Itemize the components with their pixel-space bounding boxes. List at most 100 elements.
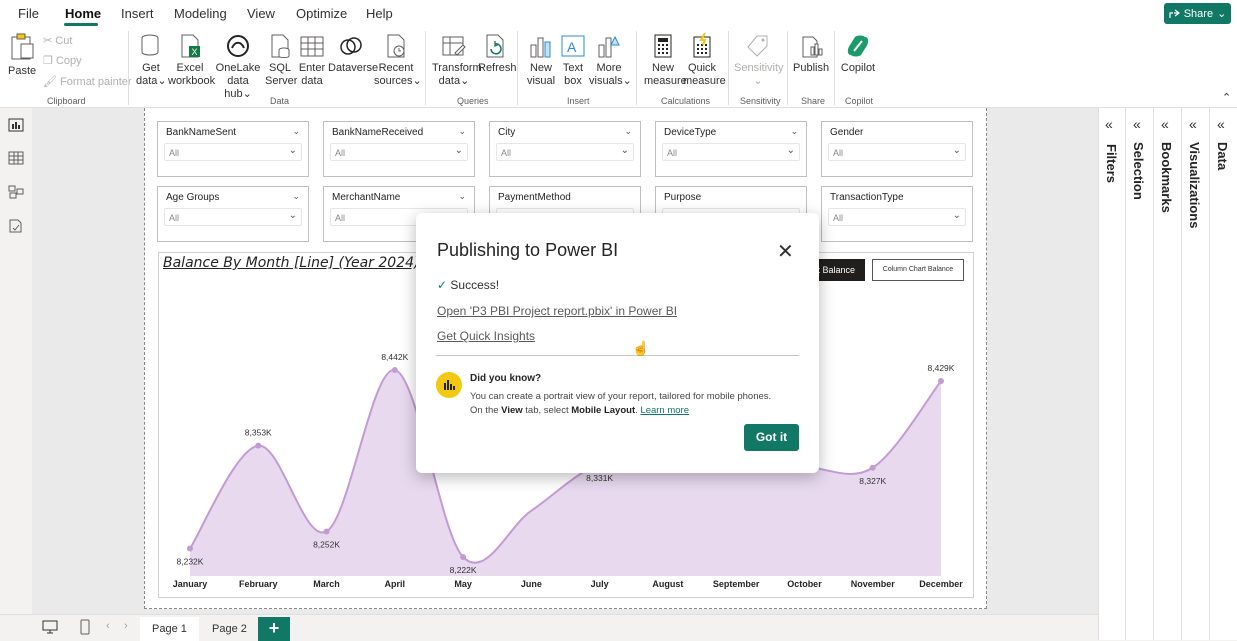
page-tab-2[interactable]: Page 2 bbox=[212, 623, 247, 635]
prev-page-icon[interactable]: ‹ bbox=[106, 620, 110, 632]
data-point[interactable] bbox=[255, 442, 262, 449]
chevron-down-icon[interactable]: ⌄ bbox=[458, 191, 466, 201]
chevron-down-icon[interactable]: ⌄ bbox=[292, 126, 300, 136]
excel-workbook-button[interactable]: X Excel workbook bbox=[168, 33, 216, 88]
learn-more-link[interactable]: Learn more bbox=[640, 405, 689, 416]
report-view-icon[interactable] bbox=[8, 118, 24, 132]
add-page-button[interactable]: + bbox=[258, 617, 290, 641]
data-point[interactable] bbox=[187, 545, 193, 552]
refresh-button[interactable]: Refresh bbox=[478, 33, 517, 75]
recent-sources-button[interactable]: Recent sources⌄ bbox=[374, 33, 422, 88]
quick-measure-button[interactable]: Quick measure bbox=[683, 32, 726, 88]
new-measure-button[interactable]: New measure bbox=[644, 33, 687, 88]
tab-file[interactable]: File bbox=[18, 6, 39, 21]
tab-insert[interactable]: Insert bbox=[121, 6, 154, 21]
onelake-data-hub-button[interactable]: OneLake data hub⌄ bbox=[214, 33, 262, 101]
slicer-dropdown[interactable]: All ⌄ bbox=[828, 208, 966, 226]
transform-data-button[interactable]: Transform data⌄ bbox=[432, 33, 482, 88]
tab-modeling[interactable]: Modeling bbox=[174, 6, 227, 21]
model-view-icon[interactable] bbox=[8, 185, 24, 199]
tab-help[interactable]: Help bbox=[366, 6, 393, 21]
slicer-dropdown[interactable]: All ⌄ bbox=[828, 143, 966, 161]
slicer-dropdown[interactable]: All ⌄ bbox=[496, 143, 634, 161]
x-tick-label: July bbox=[591, 579, 609, 589]
expand-visualizations-icon[interactable]: « bbox=[1189, 116, 1197, 132]
column-chart-balance-button[interactable]: Column Chart Balance bbox=[872, 259, 964, 281]
slicer-dropdown[interactable]: All ⌄ bbox=[164, 143, 302, 161]
line-chart-balance-button[interactable]: t Balance bbox=[805, 259, 865, 281]
enter-data-button[interactable]: Enter data bbox=[298, 33, 326, 88]
did-you-know-title: Did you know? bbox=[470, 373, 542, 384]
bookmarks-label[interactable]: Bookmarks bbox=[1159, 142, 1174, 213]
data-point[interactable] bbox=[323, 528, 330, 535]
format-painter-button[interactable]: 🖌 Format painter bbox=[43, 75, 132, 88]
data-point[interactable] bbox=[391, 367, 398, 373]
desktop-layout-icon[interactable] bbox=[42, 620, 58, 639]
chevron-down-icon[interactable]: ⌄ bbox=[292, 191, 300, 201]
table-view-icon[interactable] bbox=[8, 151, 24, 165]
slicer-title: BankNameReceived bbox=[332, 127, 424, 138]
dataverse-button[interactable]: Dataverse bbox=[328, 33, 378, 75]
text-box-button[interactable]: A Text box bbox=[560, 33, 586, 88]
copilot-button[interactable]: Copilot bbox=[840, 33, 876, 75]
visualizations-pane[interactable]: « Visualizations bbox=[1182, 108, 1210, 640]
slicer-banknamereceived[interactable]: BankNameReceived ⌄ All ⌄ bbox=[323, 121, 475, 177]
dax-query-view-icon[interactable] bbox=[8, 219, 24, 233]
filters-pane[interactable]: « Filters bbox=[1099, 108, 1126, 640]
slicer-dropdown[interactable]: All ⌄ bbox=[662, 143, 800, 161]
new-visual-button[interactable]: New visual bbox=[526, 33, 556, 88]
filters-label[interactable]: Filters bbox=[1104, 144, 1119, 184]
chevron-down-icon[interactable]: ⌄ bbox=[790, 126, 798, 136]
data-point[interactable] bbox=[938, 378, 944, 385]
data-point[interactable] bbox=[460, 554, 467, 560]
slicer-devicetype[interactable]: DeviceType ⌄ All ⌄ bbox=[655, 121, 807, 177]
slicer-gender[interactable]: Gender All ⌄ bbox=[821, 121, 973, 177]
more-visuals-button[interactable]: More visuals⌄ bbox=[589, 33, 632, 88]
excel-label-2: workbook bbox=[168, 75, 216, 87]
data-label[interactable]: Data bbox=[1215, 142, 1230, 171]
expand-bookmarks-icon[interactable]: « bbox=[1161, 116, 1169, 132]
chevron-down-icon[interactable]: ⌄ bbox=[624, 126, 632, 136]
paste-button[interactable]: Paste bbox=[8, 33, 36, 78]
slicer-city[interactable]: City ⌄ All ⌄ bbox=[489, 121, 641, 177]
page-tab-1[interactable]: Page 1 bbox=[140, 617, 199, 641]
close-icon[interactable]: ✕ bbox=[777, 241, 794, 263]
data-point[interactable] bbox=[869, 464, 876, 471]
get-data-button[interactable]: Get data⌄ bbox=[136, 33, 167, 88]
expand-selection-icon[interactable]: « bbox=[1133, 116, 1141, 132]
selection-label[interactable]: Selection bbox=[1131, 142, 1146, 200]
cut-button[interactable]: ✂ Cut bbox=[43, 34, 72, 47]
selection-pane[interactable]: « Selection bbox=[1126, 108, 1154, 640]
data-pane[interactable]: « Data bbox=[1210, 108, 1237, 640]
open-report-link[interactable]: Open 'P3 PBI Project report.pbix' in Pow… bbox=[437, 304, 678, 318]
tab-view[interactable]: View bbox=[247, 6, 275, 21]
got-it-button[interactable]: Got it bbox=[744, 424, 799, 451]
slicer-dropdown[interactable]: All ⌄ bbox=[330, 143, 468, 161]
more-visuals-label-2: visuals bbox=[589, 75, 623, 87]
bookmarks-pane[interactable]: « Bookmarks bbox=[1154, 108, 1182, 640]
quick-insights-link[interactable]: Get Quick Insights bbox=[437, 329, 536, 343]
slicer-age-groups[interactable]: Age Groups ⌄ All ⌄ bbox=[157, 186, 309, 242]
slicer-dropdown[interactable]: All ⌄ bbox=[164, 208, 302, 226]
mobile-layout-icon[interactable] bbox=[80, 619, 90, 640]
share-button[interactable]: Share ⌄ bbox=[1164, 3, 1231, 24]
expand-data-icon[interactable]: « bbox=[1217, 116, 1225, 132]
x-tick-label: June bbox=[521, 579, 542, 589]
sql-label-2: Server bbox=[265, 75, 298, 87]
tab-home[interactable]: Home bbox=[65, 6, 102, 21]
visualizations-label[interactable]: Visualizations bbox=[1187, 142, 1202, 229]
expand-filters-icon[interactable]: « bbox=[1105, 116, 1113, 132]
copy-button[interactable]: ❐ Copy bbox=[43, 54, 82, 67]
chevron-down-icon[interactable]: ⌄ bbox=[458, 126, 466, 136]
slicer-banknamesent[interactable]: BankNameSent ⌄ All ⌄ bbox=[157, 121, 309, 177]
sql-server-button[interactable]: SQL Server bbox=[265, 33, 298, 88]
collapse-ribbon-icon[interactable]: ⌃ bbox=[1222, 92, 1232, 104]
quick-measure-label-2: measure bbox=[683, 75, 726, 87]
tab-optimize[interactable]: Optimize bbox=[296, 6, 348, 21]
sensitivity-button[interactable]: Sensitivity ⌄ bbox=[734, 33, 784, 88]
next-page-icon[interactable]: › bbox=[124, 620, 128, 632]
slicer-value: All bbox=[833, 213, 844, 223]
publish-button[interactable]: Publish bbox=[793, 33, 829, 75]
slicer-transactiontype[interactable]: TransactionType All ⌄ bbox=[821, 186, 973, 242]
x-tick-label: August bbox=[652, 579, 683, 589]
